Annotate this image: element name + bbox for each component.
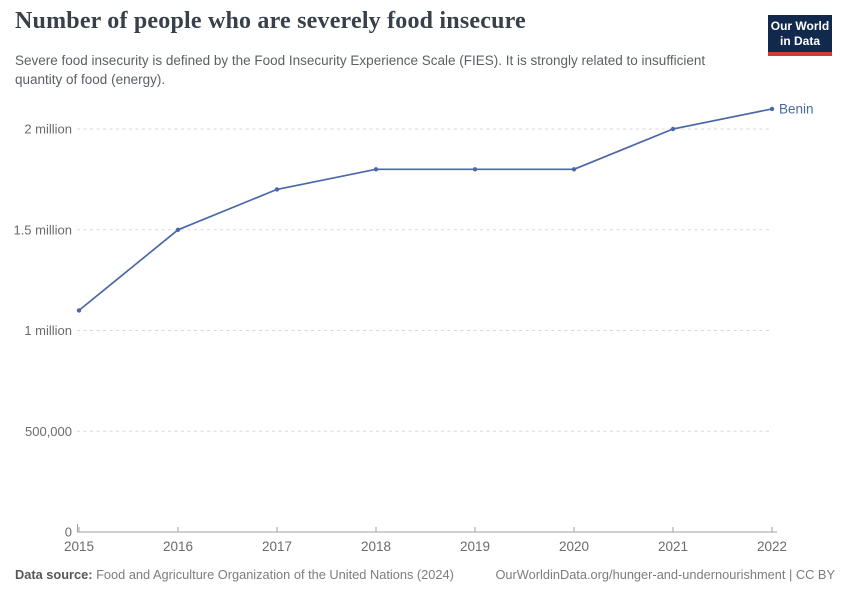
- y-tick-label: 0: [65, 525, 72, 540]
- line-chart: 0 500,000 1 million 1.5 million 2 million 201…: [13, 101, 814, 554]
- logo-line-1: Our World: [770, 19, 830, 33]
- x-tick-label: 2021: [658, 539, 688, 554]
- x-tick-label: 2017: [262, 539, 292, 554]
- citation-text: OurWorldinData.org/hunger-and-undernouri…: [495, 567, 835, 582]
- chart-footer: Data source: Food and Agriculture Organi…: [15, 567, 835, 582]
- data-point: [472, 167, 478, 172]
- data-source: Data source: Food and Agriculture Organi…: [15, 567, 454, 582]
- chart-subtitle: Severe food insecurity is defined by the…: [15, 53, 706, 87]
- data-point: [175, 227, 181, 232]
- chart-title: Number of people who are severely food i…: [15, 8, 526, 34]
- data-source-label: Data source:: [15, 567, 93, 582]
- x-tick-label: 2020: [559, 539, 589, 554]
- x-tick-label: 2015: [64, 539, 94, 554]
- y-tick-label: 2 million: [24, 122, 72, 137]
- owid-logo: Our World in Data: [768, 15, 832, 56]
- data-point: [76, 308, 82, 313]
- x-tick-label: 2016: [163, 539, 193, 554]
- y-tick-label: 1 million: [24, 323, 72, 338]
- data-source-text: Food and Agriculture Organization of the…: [96, 567, 454, 582]
- x-tick-label: 2019: [460, 539, 490, 554]
- y-tick-label: 500,000: [25, 424, 72, 439]
- logo-line-2: in Data: [779, 34, 820, 48]
- data-point: [571, 167, 577, 172]
- x-tick-label: 2018: [361, 539, 391, 554]
- series-line: [78, 108, 773, 312]
- data-point: [670, 126, 676, 132]
- series-label: Benin: [779, 101, 814, 116]
- x-tick-label: 2022: [757, 539, 787, 554]
- y-tick-label: 1.5 million: [13, 222, 72, 237]
- data-point: [769, 106, 775, 112]
- data-point: [274, 187, 280, 192]
- data-point: [373, 167, 379, 172]
